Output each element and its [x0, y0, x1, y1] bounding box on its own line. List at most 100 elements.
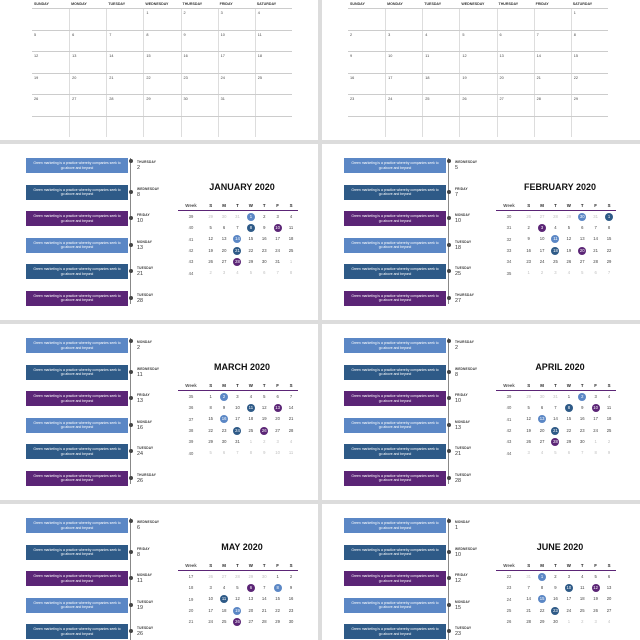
day-number: 20 — [221, 247, 227, 253]
day-number: 5 — [236, 584, 239, 590]
week-number: 31 — [506, 225, 512, 231]
event-date: FRIDAY 13 — [137, 393, 150, 404]
table-day-cell: 19 — [589, 595, 602, 603]
event-day-number: 2 — [137, 345, 140, 351]
event-weekday: TUESDAY — [137, 446, 154, 450]
event-day-number: 11 — [137, 578, 143, 584]
table-week-row: 40 5 6 7 8 9 10 11 — [178, 222, 298, 233]
week-number: 44 — [188, 270, 194, 276]
day-number: 14 — [233, 235, 242, 244]
table-day-cell: 12 — [204, 235, 217, 243]
table-header-cell: F — [594, 382, 597, 388]
calendar-slide: Green marketing is a practice whereby co… — [322, 324, 640, 500]
table-day-cell: 5 — [204, 224, 217, 232]
table-day-cell: 2 — [258, 438, 271, 446]
grid-day-cell: 22 — [570, 73, 608, 94]
event-bar: Green marketing is a practice whereby co… — [26, 391, 128, 406]
month-title: APRIL 2020 — [535, 362, 585, 372]
day-number: 13 — [273, 403, 282, 412]
table-week-row: 43 26 27 28 29 30 31 1 — [178, 256, 298, 267]
day-number: 1 — [209, 393, 212, 399]
table-day-cell: 2 — [535, 269, 548, 277]
mini-calendar-table: Week S M T W T F S 30 26 27 28 29 30 31 1 31 2 3 4 5 6 7 8 32 9 10… — [496, 200, 616, 279]
event-day-number: 16 — [137, 424, 143, 431]
day-number: 8 — [540, 584, 544, 590]
day-number: 7 — [527, 584, 530, 590]
week-number: 17 — [188, 574, 194, 580]
grid-day-cell: 2 — [180, 9, 218, 30]
event-bar: Green marketing is a practice whereby co… — [344, 417, 446, 433]
event-bar: Green marketing is a practice whereby co… — [344, 264, 446, 279]
table-day-cell: 8 — [562, 403, 575, 412]
table-day-cell: 15 — [244, 235, 257, 243]
table-header-cell: F — [276, 562, 279, 568]
grid-day-cell: 9 — [350, 54, 353, 58]
table-day-cell: 8 — [271, 583, 284, 592]
event-bar: Green marketing is a practice whereby co… — [26, 338, 128, 353]
table-day-cell: 3 — [562, 573, 575, 581]
timeline-dot — [128, 396, 133, 400]
event-weekday: FRIDAY — [137, 546, 150, 551]
event-weekday: TUESDAY — [455, 446, 472, 450]
event-date: MONDAY 2 — [137, 340, 152, 351]
event-weekday: FRIDAY — [455, 393, 468, 397]
event-date: TUESDAY 28 — [455, 473, 471, 484]
day-number: 2 — [209, 270, 212, 276]
day-number: 12 — [566, 236, 572, 242]
event-weekday: WEDNESDAY — [455, 160, 478, 164]
table-day-cell: 13 — [576, 235, 589, 243]
grid-day-cell: 3 — [217, 9, 255, 30]
day-number: 6 — [246, 583, 255, 592]
day-number: 13 — [606, 584, 612, 590]
day-number: 2 — [220, 392, 229, 401]
table-day-cell: 17 — [271, 235, 284, 243]
table-week-row: 40 5 6 7 8 9 10 11 — [178, 447, 298, 458]
table-header-cell: S — [289, 202, 293, 208]
day-number: 5 — [263, 393, 266, 399]
timeline-dot — [128, 339, 133, 343]
event-date: TUESDAY 25 — [455, 266, 471, 277]
grid-day-cell: 17 — [217, 52, 255, 73]
day-number: 19 — [566, 247, 572, 253]
grid-day-cell — [496, 9, 534, 30]
day-number: 29 — [275, 618, 280, 624]
table-day-cell: 3 — [589, 618, 602, 626]
day-number: 8 — [273, 583, 282, 592]
week-number: 35 — [188, 394, 194, 400]
day-number: 4 — [567, 270, 571, 276]
table-day-cell: 14 — [258, 595, 271, 603]
grid-day-cell: 12 — [459, 52, 496, 73]
day-number: 10 — [273, 223, 282, 232]
table-week-row: 21 24 25 26 27 28 29 30 — [178, 616, 298, 627]
weekday-header: SATURDAY — [256, 2, 277, 6]
day-number: 8 — [564, 403, 573, 412]
event-day-number: 12 — [455, 578, 461, 584]
table-day-cell: 23 — [549, 606, 562, 615]
table-day-cell: 12 — [589, 583, 602, 592]
weekday-header: MONDAY — [71, 2, 87, 6]
table-day-cell: 28 — [549, 437, 562, 446]
grid-day-cell — [385, 9, 422, 30]
day-number: 27 — [221, 258, 227, 264]
table-day-cell: 1 — [244, 438, 257, 446]
timeline-dot — [128, 295, 133, 300]
event-day-number: 8 — [455, 371, 458, 378]
day-number: 2 — [289, 573, 293, 579]
day-number: 21 — [288, 416, 294, 422]
grid-day-cell: 6 — [496, 30, 534, 51]
grid-day-cell — [385, 116, 422, 137]
table-day-cell: 4 — [562, 269, 575, 277]
day-number: 11 — [220, 595, 229, 604]
event-bar: Green marketing is a practice whereby co… — [26, 571, 128, 586]
table-day-cell: 2 — [522, 224, 535, 232]
day-number: 1 — [567, 618, 571, 624]
day-number: 7 — [289, 393, 293, 399]
table-day-cell: 26 — [522, 213, 535, 221]
table-day-cell: 20 — [535, 427, 548, 435]
day-number: 9 — [289, 584, 293, 590]
event-bar: Green marketing is a practice whereby co… — [26, 184, 128, 200]
timeline-dot — [128, 519, 133, 523]
event-bar: Green marketing is a practice whereby co… — [26, 597, 128, 613]
timeline-dot — [128, 159, 133, 163]
table-day-cell: 28 — [284, 427, 297, 435]
